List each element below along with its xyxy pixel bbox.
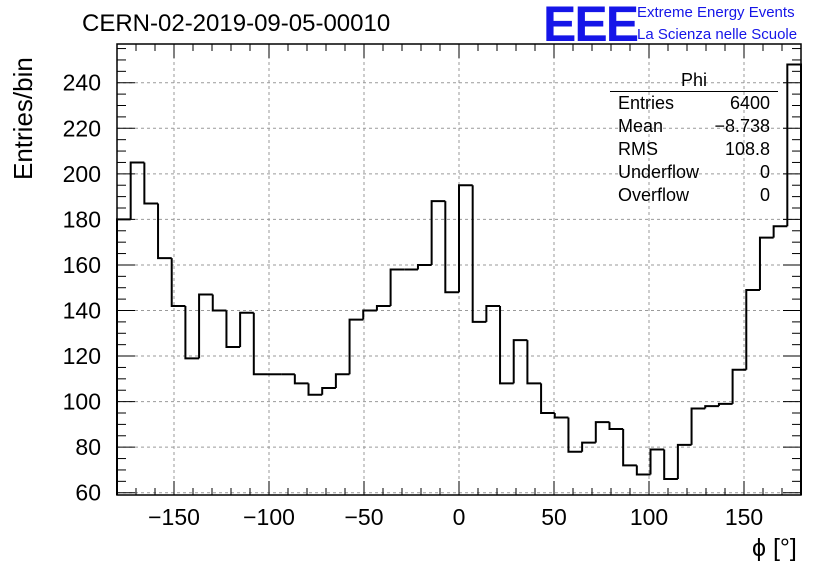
x-tick-label: −100 — [243, 504, 295, 530]
histogram-bin — [704, 405, 719, 409]
y-tick-label: 60 — [75, 480, 101, 506]
y-tick-label: 120 — [63, 343, 101, 369]
histogram-bin — [553, 413, 569, 419]
histogram-bin — [252, 312, 268, 376]
stats-box: Phi Entries 6400 Mean −8.738 RMS 108.8 U… — [610, 70, 778, 207]
histogram-bin — [608, 422, 624, 430]
stats-label: Mean — [618, 116, 664, 136]
histogram-bin — [307, 383, 323, 396]
histogram-bin — [635, 465, 651, 476]
histogram-bin — [717, 402, 733, 407]
histogram-bin — [293, 374, 309, 385]
y-tick-label: 140 — [63, 298, 101, 324]
x-tick-label: 50 — [541, 504, 567, 530]
histogram-bin — [758, 236, 774, 290]
y-tick-label: 220 — [63, 115, 101, 141]
histogram-bin — [499, 305, 514, 385]
stats-label: Underflow — [618, 162, 700, 182]
histogram-bin — [239, 311, 254, 347]
y-tick-label: 100 — [63, 389, 101, 415]
histogram-bin — [772, 225, 788, 238]
histogram-bin — [676, 443, 692, 480]
histogram-bin — [526, 340, 542, 385]
stats-label: Overflow — [618, 185, 690, 205]
histogram-bin — [444, 201, 459, 294]
run-title: CERN-02-2019-09-05-00010 — [82, 10, 391, 37]
stats-value: 0 — [759, 162, 770, 182]
y-tick-label: 240 — [63, 70, 101, 96]
histogram-bin — [375, 304, 391, 311]
x-tick-label: 0 — [453, 504, 466, 530]
x-tick-label: 100 — [630, 504, 668, 530]
stats-row-overflow: Overflow 0 — [610, 184, 778, 207]
histogram-bin — [416, 263, 432, 270]
stats-row-entries: Entries 6400 — [610, 92, 778, 115]
stats-title: Phi — [610, 70, 778, 92]
axis-ticks — [116, 44, 802, 495]
histogram-bin — [458, 184, 473, 293]
x-tick-label: −150 — [148, 504, 200, 530]
histogram-bin — [170, 258, 186, 307]
histogram-bin — [690, 407, 706, 445]
histogram-bin — [225, 310, 241, 348]
histogram-bin — [485, 304, 501, 322]
histogram-bin — [512, 339, 528, 384]
eee-logo: EEE — [543, 0, 639, 52]
histogram-bin — [321, 386, 336, 395]
stats-label: Entries — [618, 93, 675, 113]
histogram-bin — [594, 421, 610, 443]
histogram-bin — [649, 448, 665, 475]
histogram-bin — [581, 441, 596, 452]
x-tick-label: 150 — [725, 504, 763, 530]
histogram-bin — [184, 305, 200, 360]
eee-logo-line1: Extreme Energy Events — [637, 4, 795, 21]
stats-value: 6400 — [729, 93, 770, 113]
stats-row-mean: Mean −8.738 — [610, 115, 778, 138]
histogram-bin — [389, 268, 405, 306]
y-tick-label: 180 — [63, 206, 101, 232]
y-tick-label: 200 — [63, 161, 101, 187]
histogram-bin — [348, 318, 364, 375]
stats-value: 108.8 — [724, 139, 770, 159]
histogram-bin — [157, 203, 172, 260]
histogram-bin — [622, 428, 637, 467]
plot-frame — [116, 43, 802, 496]
histogram-bin — [663, 449, 678, 481]
stats-value: −8.738 — [714, 116, 770, 136]
stats-value: 0 — [759, 185, 770, 205]
histogram-bin — [430, 200, 446, 265]
histogram-bin — [334, 373, 350, 388]
histogram-bin — [198, 293, 213, 359]
histogram-bin — [362, 309, 377, 320]
histogram-bin — [129, 161, 145, 220]
y-tick-label: 80 — [75, 434, 101, 460]
histogram-bin — [745, 289, 760, 370]
histogram-bin — [567, 417, 583, 453]
stats-row-underflow: Underflow 0 — [610, 161, 778, 184]
histogram-bin — [116, 218, 131, 495]
stats-row-rms: RMS 108.8 — [610, 138, 778, 161]
histogram-bin — [731, 368, 747, 404]
histogram-bin — [786, 63, 802, 495]
x-tick-label: −50 — [344, 504, 383, 530]
eee-logo-line2: La Scienza nelle Scuole — [637, 26, 798, 43]
y-tick-label: 160 — [63, 252, 101, 278]
histogram-bin — [143, 162, 159, 205]
x-axis-label: ϕ [°] — [752, 534, 797, 562]
histogram-bin — [540, 383, 555, 414]
stats-label: RMS — [618, 139, 658, 159]
tick-labels: −150 −100 −50 0 50 100 150 60 80 100 120 140 160 180 2… — [63, 70, 764, 530]
y-axis-label: Entries/bin — [8, 57, 38, 180]
histogram-bin — [471, 185, 487, 323]
histogram-bin — [211, 294, 227, 312]
